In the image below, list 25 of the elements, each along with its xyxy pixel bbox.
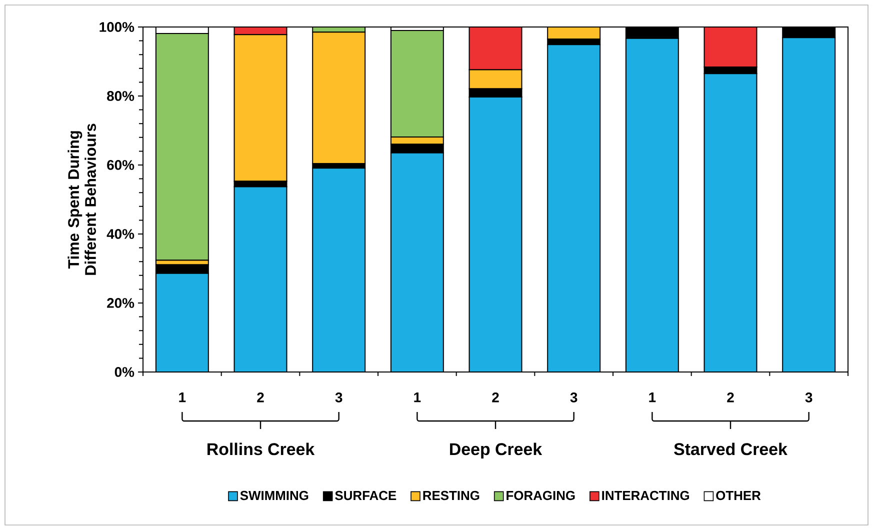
legend-label: FORAGING bbox=[506, 490, 575, 500]
y-tick-label: 20% bbox=[107, 298, 134, 308]
x-tick-label: 2 bbox=[727, 392, 734, 402]
y-tick-label: 60% bbox=[107, 160, 134, 170]
x-tick-label: 3 bbox=[570, 392, 578, 402]
x-tick-label: 1 bbox=[179, 392, 186, 402]
legend-label: OTHER bbox=[716, 490, 761, 500]
text: Deep Creek bbox=[450, 442, 542, 459]
text: Rollins Creek bbox=[208, 442, 315, 456]
x-tick-label: 2 bbox=[492, 392, 499, 402]
x-tick-label: 1 bbox=[414, 392, 421, 402]
y-tick-label: 40% bbox=[106, 229, 134, 239]
y-tick-label: 100% bbox=[100, 22, 134, 32]
legend-label: SWIMMING bbox=[240, 490, 308, 500]
y-axis-title: Time Spent During Different Behaviours bbox=[68, 124, 96, 275]
x-tick-label: 1 bbox=[649, 392, 656, 402]
x-tick-label: 3 bbox=[805, 392, 812, 402]
legend-label: INTERACTING bbox=[602, 490, 690, 500]
y-tick-label: 80% bbox=[107, 91, 134, 101]
x-tick-label: 2 bbox=[257, 392, 264, 402]
y-tick-label: 0% bbox=[114, 367, 134, 377]
x-tick-label: 3 bbox=[335, 392, 342, 402]
text: Starved Creek bbox=[674, 442, 788, 456]
legend-label: RESTING bbox=[423, 490, 480, 500]
legend-label: SURFACE bbox=[335, 490, 396, 500]
